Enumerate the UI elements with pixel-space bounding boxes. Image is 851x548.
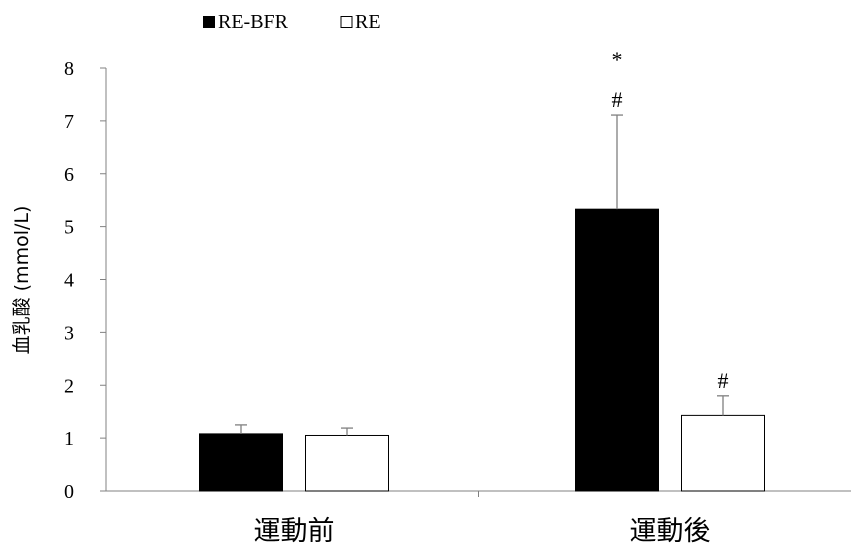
y-tick-label: 3 [64, 322, 74, 344]
bars [199, 114, 765, 492]
y-tick-label: 0 [64, 481, 74, 503]
legend: RE-BFR RE [203, 11, 381, 33]
y-tick-label: 2 [64, 375, 74, 397]
significance-mark: # [718, 368, 729, 393]
y-tick-label: 6 [64, 164, 74, 186]
legend-label-re-bfr: RE-BFR [218, 11, 289, 33]
y-tick-label: 1 [64, 428, 74, 450]
bar-re-bfr [199, 433, 283, 492]
bar-re [681, 414, 765, 492]
y-tick-label: 4 [64, 270, 74, 292]
y-tick-label: 5 [64, 217, 74, 239]
x-tick-label: 運動前 [254, 516, 335, 547]
y-axis-title: 血乳酸 (mmol/L) [11, 206, 33, 355]
legend-swatch-re [340, 16, 353, 28]
significance-mark: # [612, 87, 623, 112]
bar-re [305, 434, 389, 492]
labels: 0 1 2 3 4 5 6 7 8 運動前 運動後 * # # [64, 47, 729, 547]
significance-mark: * [612, 47, 623, 72]
y-tick-label: 8 [64, 58, 74, 80]
x-tick-label: 運動後 [630, 516, 711, 547]
y-tick-label: 7 [64, 111, 74, 133]
legend-label-re: RE [355, 11, 381, 33]
legend-swatch-re-bfr [203, 16, 215, 28]
bar-re-bfr [575, 208, 659, 492]
